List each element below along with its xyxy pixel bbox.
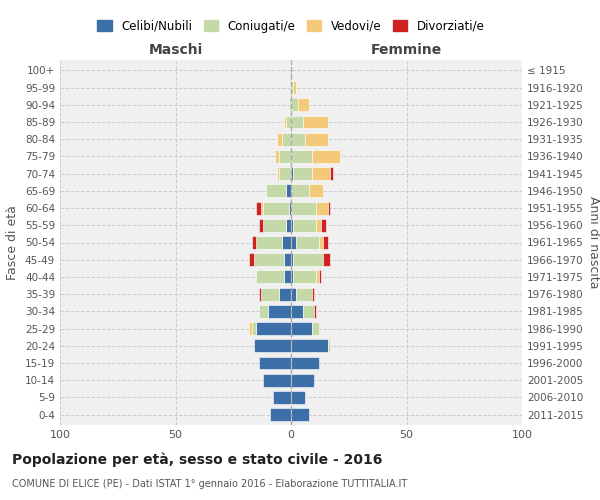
Bar <box>328 202 330 214</box>
Bar <box>323 236 328 249</box>
Bar <box>293 167 312 180</box>
Bar <box>302 116 328 128</box>
Bar <box>291 288 296 300</box>
Bar <box>330 167 332 180</box>
Bar <box>323 254 330 266</box>
Bar <box>261 288 280 300</box>
Bar <box>289 98 291 111</box>
Bar <box>254 340 291 352</box>
Bar <box>291 184 310 198</box>
Text: Femmine: Femmine <box>371 44 442 58</box>
Bar <box>256 270 284 283</box>
Bar <box>312 288 314 300</box>
Bar <box>277 132 282 145</box>
Bar <box>263 219 286 232</box>
Bar <box>319 236 323 249</box>
Bar <box>275 150 280 163</box>
Bar <box>280 288 291 300</box>
Bar <box>259 305 268 318</box>
Bar <box>319 270 321 283</box>
Bar <box>256 322 291 335</box>
Bar <box>291 356 319 370</box>
Bar <box>289 202 291 214</box>
Bar <box>291 219 293 232</box>
Bar <box>256 236 282 249</box>
Bar <box>293 270 316 283</box>
Bar <box>316 202 328 214</box>
Bar <box>293 254 323 266</box>
Bar <box>291 202 316 214</box>
Bar <box>286 116 291 128</box>
Bar <box>312 167 330 180</box>
Bar <box>284 270 291 283</box>
Bar <box>268 305 291 318</box>
Bar <box>286 219 291 232</box>
Bar <box>291 116 302 128</box>
Bar <box>259 356 291 370</box>
Bar <box>314 305 316 318</box>
Bar <box>291 270 293 283</box>
Bar <box>296 236 319 249</box>
Bar <box>291 132 305 145</box>
Legend: Celibi/Nubili, Coniugati/e, Vedovi/e, Divorziati/e: Celibi/Nubili, Coniugati/e, Vedovi/e, Di… <box>92 15 490 37</box>
Bar <box>293 219 316 232</box>
Bar <box>259 288 261 300</box>
Bar <box>296 288 312 300</box>
Bar <box>291 408 310 421</box>
Bar <box>266 184 286 198</box>
Bar <box>291 81 293 94</box>
Bar <box>291 236 296 249</box>
Text: Popolazione per età, sesso e stato civile - 2016: Popolazione per età, sesso e stato civil… <box>12 452 382 467</box>
Bar <box>284 254 291 266</box>
Bar <box>312 150 340 163</box>
Bar <box>291 150 312 163</box>
Bar <box>250 322 252 335</box>
Bar <box>286 184 291 198</box>
Bar <box>291 254 293 266</box>
Bar <box>291 322 312 335</box>
Bar <box>272 391 291 404</box>
Bar <box>254 254 284 266</box>
Bar <box>328 340 330 352</box>
Bar <box>259 219 263 232</box>
Bar <box>263 202 289 214</box>
Bar <box>252 236 256 249</box>
Bar <box>270 408 291 421</box>
Text: Maschi: Maschi <box>148 44 203 58</box>
Bar <box>256 202 261 214</box>
Bar <box>261 202 263 214</box>
Bar <box>284 116 286 128</box>
Bar <box>291 340 328 352</box>
Bar <box>316 219 321 232</box>
Bar <box>291 167 293 180</box>
Bar <box>280 167 291 180</box>
Bar <box>291 374 314 386</box>
Text: COMUNE DI ELICE (PE) - Dati ISTAT 1° gennaio 2016 - Elaborazione TUTTITALIA.IT: COMUNE DI ELICE (PE) - Dati ISTAT 1° gen… <box>12 479 407 489</box>
Bar <box>312 322 319 335</box>
Bar <box>277 167 280 180</box>
Bar <box>291 98 298 111</box>
Y-axis label: Anni di nascita: Anni di nascita <box>587 196 600 289</box>
Bar <box>250 254 254 266</box>
Bar <box>282 132 291 145</box>
Bar <box>302 305 314 318</box>
Bar <box>282 236 291 249</box>
Bar <box>293 81 296 94</box>
Bar <box>310 184 323 198</box>
Bar <box>280 150 291 163</box>
Bar <box>305 132 328 145</box>
Bar <box>321 219 326 232</box>
Bar <box>291 305 302 318</box>
Y-axis label: Fasce di età: Fasce di età <box>7 205 19 280</box>
Bar <box>298 98 310 111</box>
Bar <box>316 270 319 283</box>
Bar <box>291 391 305 404</box>
Bar <box>263 374 291 386</box>
Bar <box>252 322 256 335</box>
